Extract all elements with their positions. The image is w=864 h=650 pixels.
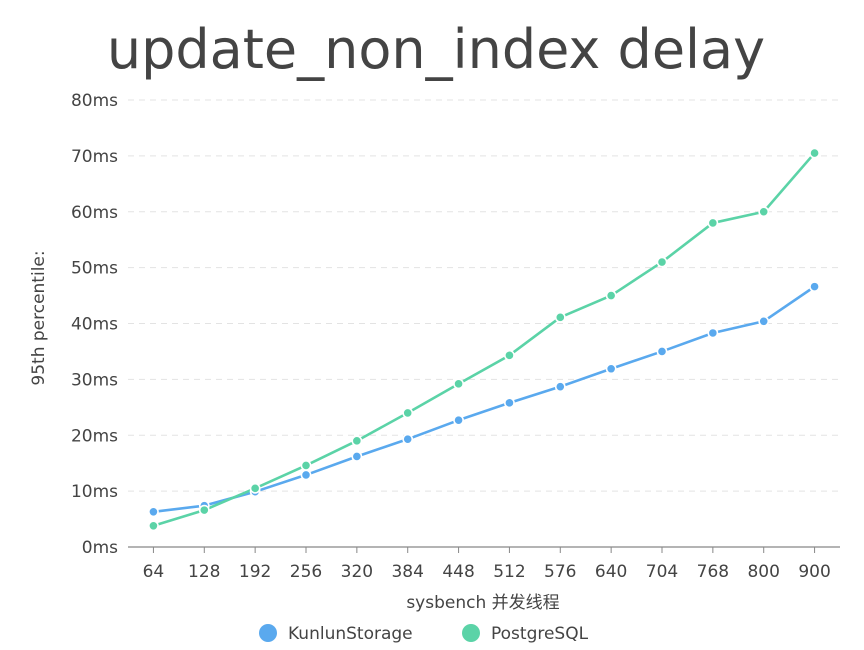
data-point-kunlunstorage: [656, 346, 668, 357]
series-line-postgresql: [152, 151, 816, 528]
y-tick-label: 50ms: [71, 259, 118, 279]
x-tick-label: 320: [341, 562, 373, 582]
y-tick-label: 30ms: [71, 370, 118, 390]
data-point-kunlunstorage: [707, 327, 719, 339]
y-tick-label: 20ms: [71, 426, 118, 446]
data-point-kunlunstorage: [758, 315, 770, 327]
axes: 0ms 10ms 20ms 30ms 40ms 50ms 60ms 70ms 80ms 64 128…: [71, 91, 840, 582]
x-tick-label: 512: [493, 562, 525, 582]
y-tick-label: 0ms: [82, 538, 118, 558]
y-axis-title: 95th percentile:: [29, 250, 49, 385]
data-point-kunlunstorage: [809, 281, 820, 293]
legend-label-kunlunstorage: KunlunStorage: [288, 624, 413, 644]
x-tick-label: 900: [798, 562, 830, 582]
data-point-kunlunstorage: [605, 363, 617, 375]
x-tick-label: 448: [442, 562, 474, 582]
x-axis-title: sysbench 并发线程: [406, 593, 559, 613]
x-tick-label: 640: [595, 562, 627, 582]
data-point-postgresql: [453, 378, 464, 390]
y-tick-label: 70ms: [71, 147, 118, 167]
x-tick-label: 704: [646, 562, 678, 582]
data-point-postgresql: [351, 435, 363, 447]
x-tick-label: 192: [239, 562, 271, 582]
x-tick-label: 576: [544, 562, 576, 582]
data-point-postgresql: [656, 256, 668, 268]
data-point-postgresql: [758, 206, 770, 218]
y-tick-label: 60ms: [71, 203, 118, 223]
legend-marker-postgresql: [462, 624, 480, 642]
data-point-postgresql: [809, 147, 820, 159]
data-point-postgresql: [504, 349, 515, 361]
x-tick-label: 768: [697, 562, 729, 582]
data-point-kunlunstorage: [351, 451, 363, 462]
x-tick-label: 64: [143, 562, 165, 582]
data-point-postgresql: [605, 290, 617, 301]
data-point-kunlunstorage: [300, 469, 312, 481]
legend: KunlunStorage PostgreSQL: [259, 624, 589, 644]
y-tick-label: 10ms: [71, 482, 118, 502]
chart-title: update_non_index delay: [107, 18, 765, 81]
data-point-postgresql: [402, 407, 414, 419]
data-point-kunlunstorage: [402, 433, 414, 445]
data-point-postgresql: [148, 520, 159, 532]
data-point-postgresql: [249, 482, 261, 494]
series-lines: [152, 151, 816, 528]
data-point-kunlunstorage: [554, 381, 566, 393]
data-point-postgresql: [554, 311, 566, 323]
data-point-kunlunstorage: [504, 397, 515, 409]
data-point-postgresql: [707, 217, 719, 229]
y-tick-label: 80ms: [71, 91, 118, 111]
data-points: [148, 147, 820, 532]
legend-label-postgresql: PostgreSQL: [491, 624, 589, 644]
y-tick-label: 40ms: [71, 315, 118, 335]
x-tick-label: 384: [391, 562, 423, 582]
data-point-postgresql: [198, 504, 210, 516]
x-tick-label: 800: [747, 562, 779, 582]
x-tick-label: 128: [188, 562, 220, 582]
series-line-kunlunstorage: [152, 285, 816, 514]
data-point-kunlunstorage: [453, 414, 464, 426]
data-point-kunlunstorage: [148, 506, 159, 518]
legend-marker-kunlunstorage: [259, 624, 277, 642]
x-tick-label: 256: [290, 562, 322, 582]
data-point-postgresql: [300, 460, 312, 471]
grid-lines: [128, 99, 840, 492]
